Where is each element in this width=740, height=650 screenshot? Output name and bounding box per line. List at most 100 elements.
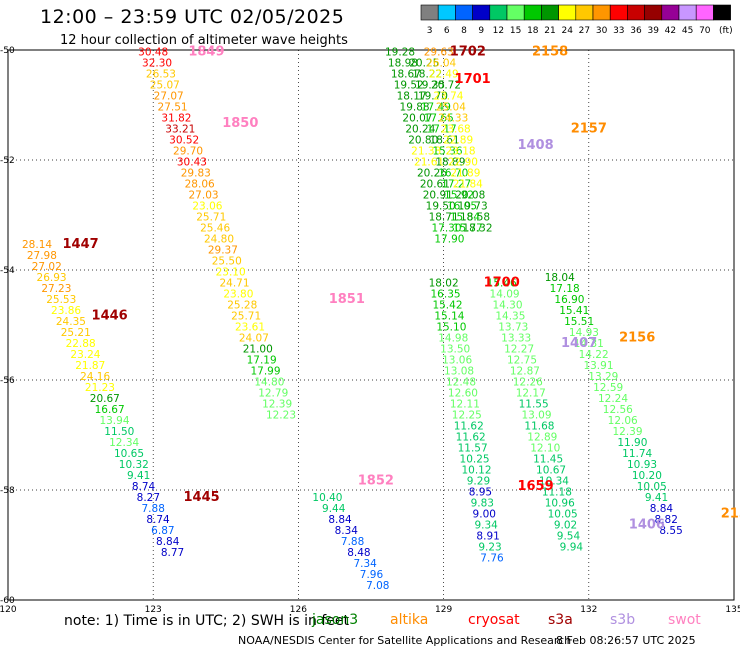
pass-time-label: 1850 [222,116,258,131]
wave-height-value: 17.49 [421,102,451,114]
wave-height-value: 8.55 [659,525,682,537]
wave-height-value: 8.84 [650,503,674,515]
wave-height-value: 20.91 [423,190,453,202]
wave-height-value: 16.70 [438,168,468,180]
wave-height-value: 22.90 [448,157,478,169]
wave-height-value: 22.89 [443,135,473,147]
lat-tick-label: -56 [0,376,15,386]
wave-height-value: 21.89 [450,168,480,180]
wave-height-value: 7.88 [142,503,165,515]
wave-height-value: 30.43 [177,157,207,169]
wave-height-value: 12.75 [507,355,537,367]
wave-height-value: 8.95 [469,487,492,499]
wave-height-value: 13.91 [583,360,613,372]
generated-timestamp: 8 Feb 08:26:57 UTC 2025 [556,634,696,647]
wave-height-value: 12.59 [593,382,623,394]
colorbar-label: 21 [544,26,555,36]
wave-height-value: 12.26 [513,377,543,389]
wave-height-value: 11.62 [454,421,484,433]
wave-height-value: 21.38 [411,146,441,158]
wave-height-value: 14.09 [490,289,520,301]
wave-height-value: 8.74 [132,481,156,493]
wave-height-value: 27.51 [158,102,188,114]
wave-height-value: 30.48 [138,47,168,59]
wave-height-value: 18.61 [430,135,460,147]
wave-height-value: 20.08 [455,190,485,202]
wave-height-value: 12.39 [612,426,642,438]
wave-height-value: 18.67 [391,69,421,81]
wave-height-value: 14.93 [569,327,599,339]
wave-height-value: 12.89 [527,432,557,444]
wave-height-value: 9.54 [557,531,581,543]
colorbar-label: 27 [579,26,590,36]
colorbar-label: 30 [596,26,608,36]
wave-height-value: 27.98 [27,250,57,262]
lat-tick-label: -60 [0,596,15,606]
wave-height-value: 17.30 [431,223,461,235]
wave-height-value: 10.96 [545,498,575,510]
wave-height-value: 29.63 [424,47,454,59]
wave-height-value: 25.04 [436,102,466,114]
wave-height-value: 24.80 [204,234,234,246]
wave-height-value: 7.88 [341,536,364,548]
wave-height-value: 17.99 [250,366,280,378]
wave-height-value: 19.52 [394,80,424,92]
colorbar-label: 12 [493,26,504,36]
pass-time-label: 1851 [329,292,365,307]
wave-height-value: 25.71 [196,212,226,224]
wave-height-value: 20.25 [409,58,439,70]
legend-jason3: jason3 [312,612,359,628]
wave-height-value: 9.34 [474,520,498,532]
wave-height-value: 10.05 [637,481,667,493]
colorbar-label: 3 [427,26,433,36]
wave-height-value: 11.50 [104,426,134,438]
wave-height-value: 23.86 [51,305,81,317]
wave-height-value: 12.23 [266,410,296,422]
wave-height-value: 21.23 [85,382,115,394]
wave-height-value: 22.49 [429,69,459,81]
wave-height-value: 23.06 [192,201,222,213]
credit-line: NOAA/NESDIS Center for Satellite Applica… [238,634,572,647]
wave-height-value: 28.14 [22,239,52,251]
satellite-track: 30.4832.3026.5325.0727.0727.5131.8233.21… [138,47,296,422]
footer-note: note: 1) Time is in UTC; 2) SWH is in fe… [64,613,350,629]
wave-height-value: 10.34 [539,476,569,488]
wave-height-value: 24.71 [219,278,249,290]
lat-tick-label: -54 [0,266,15,276]
satellite-track: 20.2518.2219.3519.7017.4917.6517.1718.61… [409,58,483,235]
wave-height-value: 14.30 [492,300,522,312]
wave-height-value: 19.28 [385,47,415,59]
wave-height-value: 12.25 [452,410,482,422]
wave-height-value: 26.53 [146,69,176,81]
wave-height-value: 15.51 [564,316,594,328]
wave-height-value: 7.76 [480,553,504,565]
wave-height-value: 8.77 [161,547,184,559]
pass-time-label: 1406 [629,518,665,533]
colorbar-label: 9 [478,26,484,36]
wave-height-value: 11.68 [524,421,554,433]
wave-height-value: 7.34 [353,558,377,570]
wave-height-value: 13.50 [440,344,470,356]
wave-height-value: 10.25 [460,454,490,466]
wave-height-value: 20.80 [408,135,438,147]
wave-height-value: 15.14 [434,311,464,323]
wave-height-value: 17.90 [434,234,464,246]
wave-height-value: 25.71 [231,311,261,323]
wave-height-value: 33.21 [165,124,195,136]
wave-height-value: 13.33 [501,333,531,345]
colorbar-label: 42 [665,26,676,36]
lat-tick-label: -58 [0,486,15,496]
wave-height-value: 14.98 [438,333,468,345]
wave-height-value: 23.10 [216,267,246,279]
legend-cryosat: cryosat [468,612,520,628]
wave-height-value: 17.65 [424,113,454,125]
wave-height-value: 27.07 [154,91,184,103]
wave-height-value: 30.52 [169,135,199,147]
wave-height-value: 14.31 [574,338,604,350]
colorbar-label: 8 [461,26,467,36]
wave-height-value: 26.93 [37,272,67,284]
wave-height-value: 9.02 [554,520,577,532]
satellite-track: 10.409.448.848.347.888.487.347.967.08 [312,492,389,592]
wave-height-value: 10.93 [627,459,657,471]
